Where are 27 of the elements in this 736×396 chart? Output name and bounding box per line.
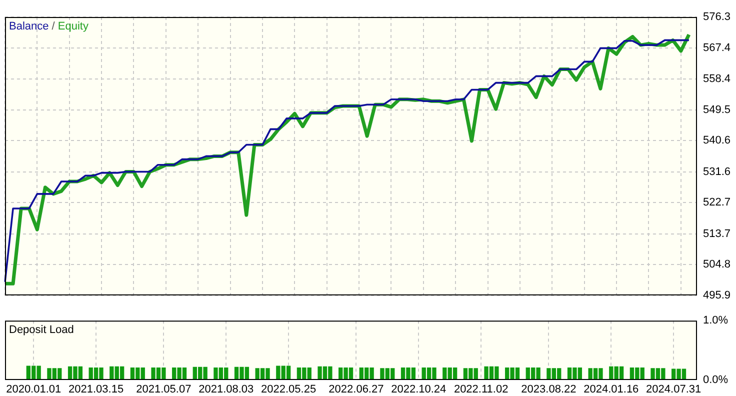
x-tick-label: 2021.03.15	[68, 384, 124, 396]
y-tick-label: 1.0%	[703, 314, 728, 327]
text: Equity	[58, 20, 89, 33]
x-tick-label: 2024.01.16	[584, 384, 639, 396]
y-tick-label: 576.3	[703, 11, 731, 24]
x-tick-label: 2022.05.25	[261, 384, 316, 396]
y-tick-label: 0.0%	[703, 374, 728, 386]
x-tick-label: 2024.07.31	[646, 384, 702, 396]
y-tick-label: 540.6	[703, 134, 731, 147]
y-tick-label: 531.6	[703, 166, 731, 178]
text: Balance	[9, 20, 49, 33]
chart-title: Deposit Load	[9, 324, 74, 336]
y-tick-label: 513.7	[703, 228, 731, 240]
y-tick-label: 549.5	[703, 104, 731, 116]
x-tick-label: 2022.11.02	[454, 384, 508, 396]
x-tick-label: 2021.08.03	[198, 384, 254, 396]
annotation: /	[48, 20, 58, 33]
y-tick-label: 522.7	[703, 196, 731, 209]
x-tick-label: 2021.05.07	[136, 384, 192, 396]
y-tick-label: 495.9	[703, 289, 731, 302]
x-tick-label: 2020.01.01	[6, 384, 62, 396]
x-tick-label: 2023.08.22	[521, 384, 576, 396]
y-tick-label: 567.4	[703, 42, 731, 54]
y-tick-label: 558.4	[703, 73, 731, 86]
y-tick-label: 504.8	[703, 258, 731, 271]
x-tick-label: 2022.06.27	[328, 384, 384, 396]
x-tick-label: 2022.10.24	[391, 384, 446, 396]
